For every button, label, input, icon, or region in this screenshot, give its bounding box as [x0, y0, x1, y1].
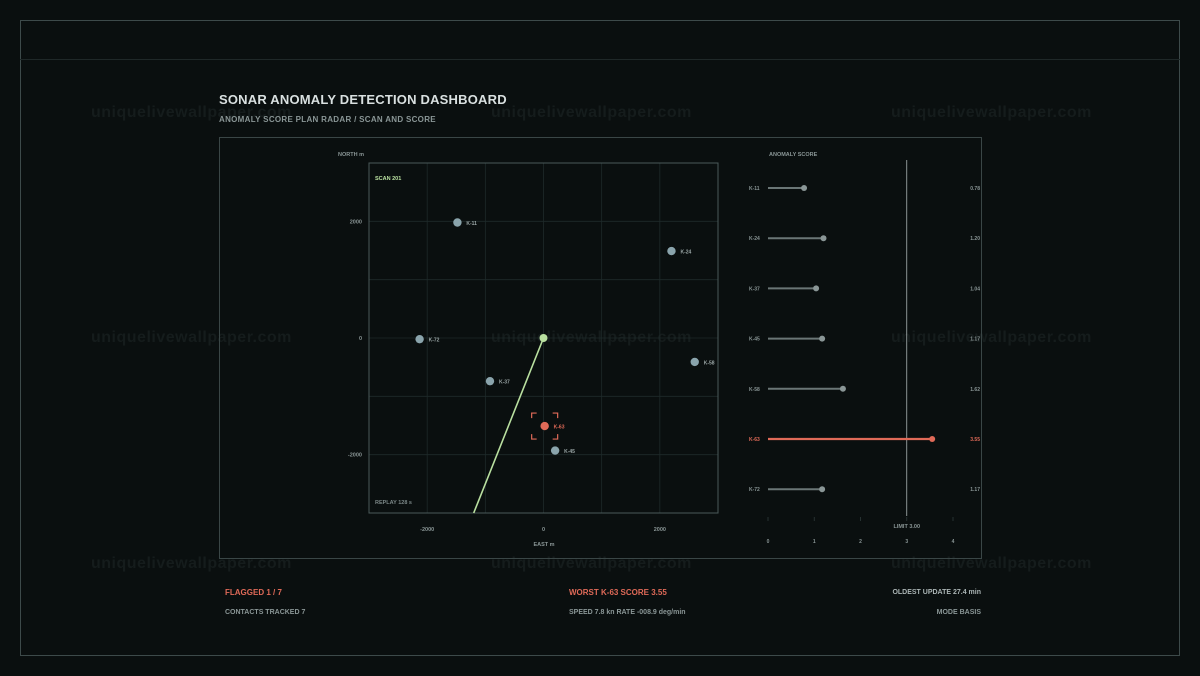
- score-dot-k-24: [820, 235, 827, 242]
- radar-plot: NORTH m EAST m -2000 0 2000 2000 0 -2000 K-11…: [338, 152, 719, 548]
- contact-marker-k-37: [485, 376, 495, 386]
- scan-label: SCAN 201: [375, 176, 401, 182]
- contacts-tracked: CONTACTS TRACKED 7: [225, 609, 306, 616]
- score-tick-label: 0: [767, 539, 770, 545]
- contact-marker-k-45: [550, 446, 560, 455]
- oldest-update: OLDEST UPDATE 27.4 min: [892, 589, 981, 596]
- score-tick-label: 2: [859, 539, 862, 545]
- score-row-id-k-24: K-24: [749, 236, 760, 242]
- main-panel: [219, 137, 982, 559]
- limit-label: LIMIT 3.00: [893, 524, 920, 530]
- radar-border: [368, 162, 719, 514]
- contact-marker-k-63: [540, 421, 549, 431]
- target-bracket: [531, 412, 559, 440]
- score-dot-k-72: [819, 486, 826, 493]
- score-value-k-58: 1.62: [970, 387, 980, 393]
- header-divider: [20, 59, 1180, 60]
- contact-label-k-37: K-37: [499, 380, 510, 386]
- score-value-k-63: 3.55: [970, 437, 980, 443]
- radar-x-tick-label: 0: [542, 527, 545, 533]
- replay-label: REPLAY 128 s: [375, 500, 412, 506]
- contact-marker-k-58: [690, 357, 699, 367]
- score-row-id-k-58: K-58: [749, 387, 760, 393]
- score-dot-k-58: [839, 385, 846, 392]
- contact-label-k-63: K-63: [554, 425, 565, 431]
- contact-label-k-11: K-11: [466, 221, 477, 227]
- score-dot-k-37: [813, 285, 820, 292]
- contact-label-k-58: K-58: [704, 360, 715, 366]
- score-value-k-24: 1.20: [970, 236, 980, 242]
- contact-marker-k-72: [415, 334, 424, 344]
- score-rows: K-11 0.78 K-24 1.20 K-37 1.04 K-45 1.17 K-58 1.62…: [749, 185, 980, 493]
- outer-frame: [20, 20, 1180, 656]
- score-dot-k-45: [819, 335, 826, 342]
- heading-line: [472, 337, 545, 514]
- radar-y-tick-label: 2000: [350, 219, 362, 225]
- score-row-id-k-72: K-72: [749, 487, 760, 493]
- speed-rate: SPEED 7.8 kn RATE -008.9 deg/min: [569, 609, 686, 616]
- contact-label-k-24: K-24: [680, 250, 691, 256]
- radar-y-tick-label: -2000: [348, 453, 362, 459]
- mode-label: MODE BASIS: [936, 609, 981, 616]
- score-axis-ticks: 0 1 2 3 4: [767, 517, 955, 545]
- score-value-k-45: 1.17: [970, 337, 980, 343]
- score-tick-label: 1: [813, 539, 816, 545]
- radar-y-axis-label: NORTH m: [338, 152, 364, 158]
- score-value-k-11: 0.78: [970, 186, 980, 192]
- flagged-count: FLAGGED 1 / 7: [225, 588, 282, 597]
- score-tick-label: 3: [905, 539, 908, 545]
- score-row-id-k-11: K-11: [749, 186, 760, 192]
- score-row-id-k-63: K-63: [749, 437, 760, 443]
- contact-marker-k-11: [453, 218, 462, 227]
- page-subtitle: ANOMALY SCORE PLAN RADAR / SCAN AND SCOR…: [219, 115, 436, 124]
- radar-x-axis-label: EAST m: [533, 542, 554, 548]
- radar-y-tick-label: 0: [359, 336, 362, 342]
- score-value-k-37: 1.04: [970, 286, 980, 292]
- radar-ticks: -2000 0 2000 2000 0 -2000: [348, 219, 666, 533]
- score-dot-k-11: [801, 185, 808, 191]
- worst-contact: WORST K-63 SCORE 3.55: [569, 588, 667, 597]
- radar-x-tick-label: 2000: [654, 527, 666, 533]
- radar-x-tick-label: -2000: [420, 527, 434, 533]
- contact-label-k-45: K-45: [564, 449, 575, 455]
- score-value-k-72: 1.17: [970, 487, 980, 493]
- contact-label-k-72: K-72: [429, 338, 440, 344]
- score-row-id-k-45: K-45: [749, 337, 760, 343]
- page-title: SONAR ANOMALY DETECTION DASHBOARD: [219, 92, 507, 107]
- radar-contacts: K-11 K-24 K-72 K-37 K-58 K-63 K-45: [415, 218, 715, 455]
- own-ship-marker: [539, 334, 548, 342]
- score-dot-k-63: [929, 436, 936, 442]
- score-tick-label: 4: [952, 539, 955, 545]
- score-chart-title: ANOMALY SCORE: [769, 152, 818, 158]
- score-row-id-k-37: K-37: [749, 286, 760, 292]
- contact-marker-k-24: [667, 246, 676, 256]
